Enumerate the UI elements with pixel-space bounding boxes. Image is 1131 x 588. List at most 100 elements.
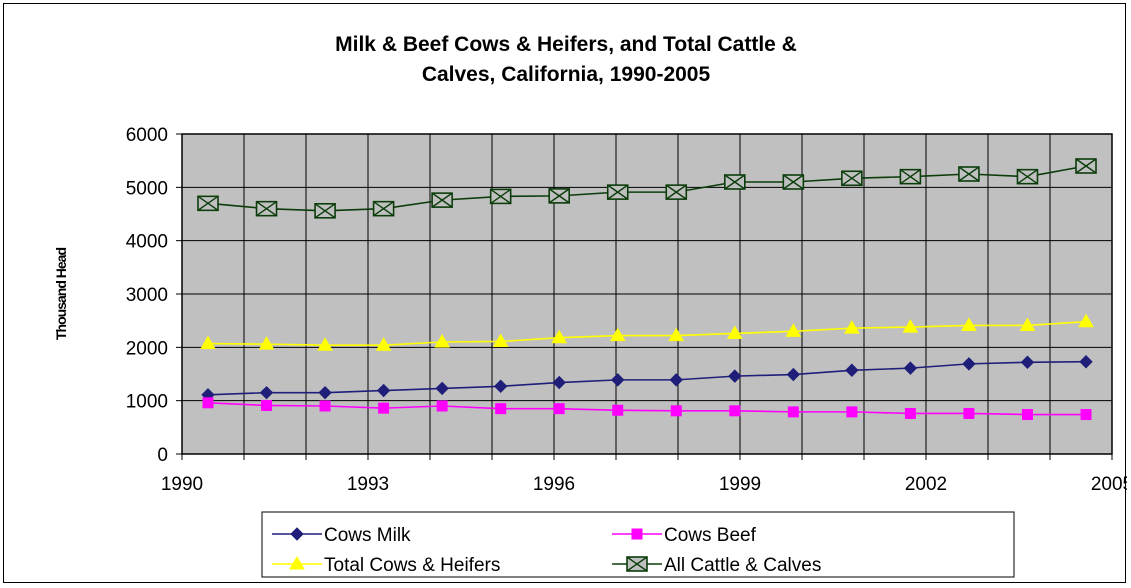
data-point <box>259 385 274 400</box>
marker-cross-b <box>607 184 629 200</box>
series-3 <box>200 313 1094 351</box>
data-point <box>255 200 278 217</box>
series-2 <box>202 397 1092 421</box>
data-point <box>786 367 801 382</box>
legend: Cows Milk Cows Beef Total Cows & Heifers Al… <box>272 525 821 576</box>
marker-cross-b <box>665 184 687 200</box>
chart-svg: Milk & Beef Cows & Heifers, and Total Ca… <box>53 33 1127 578</box>
data-point <box>202 397 214 409</box>
data-point <box>495 403 507 415</box>
data-point <box>258 336 275 350</box>
y-tick-label: 3000 <box>126 285 168 306</box>
data-point <box>903 361 918 375</box>
data-point <box>318 385 332 400</box>
marker-cross-b <box>197 195 219 211</box>
data-point <box>962 357 976 371</box>
marker-cross-b <box>548 188 570 204</box>
x-tick-label: 1993 <box>347 474 389 495</box>
data-point <box>611 373 625 387</box>
data-point <box>261 399 273 411</box>
marker-cross-b <box>1017 169 1038 185</box>
legend-item-3: Total Cows & Heifers <box>272 555 500 576</box>
series-4 <box>197 158 1097 219</box>
data-point <box>609 327 626 342</box>
data-point <box>899 168 922 185</box>
data-point <box>552 375 566 390</box>
data-point <box>436 400 448 412</box>
data-point <box>787 406 799 418</box>
marker-cross-b <box>314 203 336 219</box>
y-tick-label: 0 <box>157 445 168 466</box>
plot-area: 0 1000 2000 3000 4000 5000 6000 1990 1993 1996 199… <box>126 125 1127 495</box>
x-tick-label: 1999 <box>719 474 761 495</box>
data-point <box>314 203 336 219</box>
data-point <box>435 381 449 396</box>
chart-area: Milk & Beef Cows & Heifers, and Total Ca… <box>3 3 1127 583</box>
y-tick-label: 4000 <box>126 232 168 253</box>
data-point <box>1079 355 1093 369</box>
data-point <box>1075 158 1097 174</box>
data-point <box>489 188 512 205</box>
data-point <box>958 166 980 182</box>
data-point <box>961 317 977 331</box>
x-tick-label: 1990 <box>161 474 203 495</box>
data-point <box>606 184 629 200</box>
data-point <box>317 337 333 351</box>
data-point <box>492 333 509 347</box>
data-point <box>665 184 688 200</box>
marker-cross-b <box>431 192 453 208</box>
data-point <box>723 174 746 190</box>
data-point <box>1019 317 1036 331</box>
marker-cross-b <box>490 188 512 204</box>
series-line <box>207 320 1087 347</box>
data-point <box>963 407 975 419</box>
data-point <box>319 400 331 412</box>
series-1 <box>201 355 1093 402</box>
data-point <box>200 335 216 350</box>
data-point <box>434 334 451 348</box>
marker-cross-b <box>782 174 804 190</box>
legend-item-4: All Cattle & Calves <box>612 555 821 576</box>
data-point <box>904 407 916 419</box>
data-point <box>902 319 919 333</box>
series-line <box>207 360 1087 396</box>
chart-title-line1: Milk & Beef Cows & Heifers, and Total Ca… <box>335 33 797 56</box>
chart-title-line2: Calves, California, 1990-2005 <box>422 63 711 86</box>
legend-marker <box>626 556 648 572</box>
data-point <box>669 373 683 387</box>
data-point <box>668 327 685 342</box>
marker-cross-b <box>256 201 277 217</box>
data-point <box>1020 355 1035 369</box>
legend-marker <box>289 556 305 570</box>
data-point <box>1080 409 1092 421</box>
data-point <box>841 170 863 187</box>
marker-cross-b <box>958 166 980 182</box>
data-point <box>551 329 568 344</box>
marker-cross-b <box>626 556 648 572</box>
data-point <box>782 174 805 190</box>
data-point <box>728 369 742 383</box>
data-point <box>846 406 858 418</box>
data-point <box>372 200 395 217</box>
data-point <box>612 404 624 416</box>
data-point <box>378 402 390 414</box>
y-tick-label: 2000 <box>126 338 168 359</box>
data-point <box>431 192 453 208</box>
data-point <box>548 188 571 204</box>
marker-cross-b <box>1075 158 1097 174</box>
legend-marker <box>290 527 304 541</box>
legend-label: Total Cows & Heifers <box>324 555 500 576</box>
y-axis-label: Thousand Head <box>53 248 69 340</box>
marker-cross-b <box>724 174 746 190</box>
series-line <box>207 165 1087 212</box>
data-point <box>729 405 741 417</box>
data-point <box>785 323 802 337</box>
data-point <box>843 320 860 334</box>
marker-cross-b <box>841 170 863 186</box>
y-tick-label: 6000 <box>126 125 168 146</box>
marker-cross-b <box>899 169 921 185</box>
data-point <box>376 383 391 398</box>
data-point <box>1021 409 1033 421</box>
legend-label: All Cattle & Calves <box>664 555 821 576</box>
data-point <box>493 379 508 393</box>
